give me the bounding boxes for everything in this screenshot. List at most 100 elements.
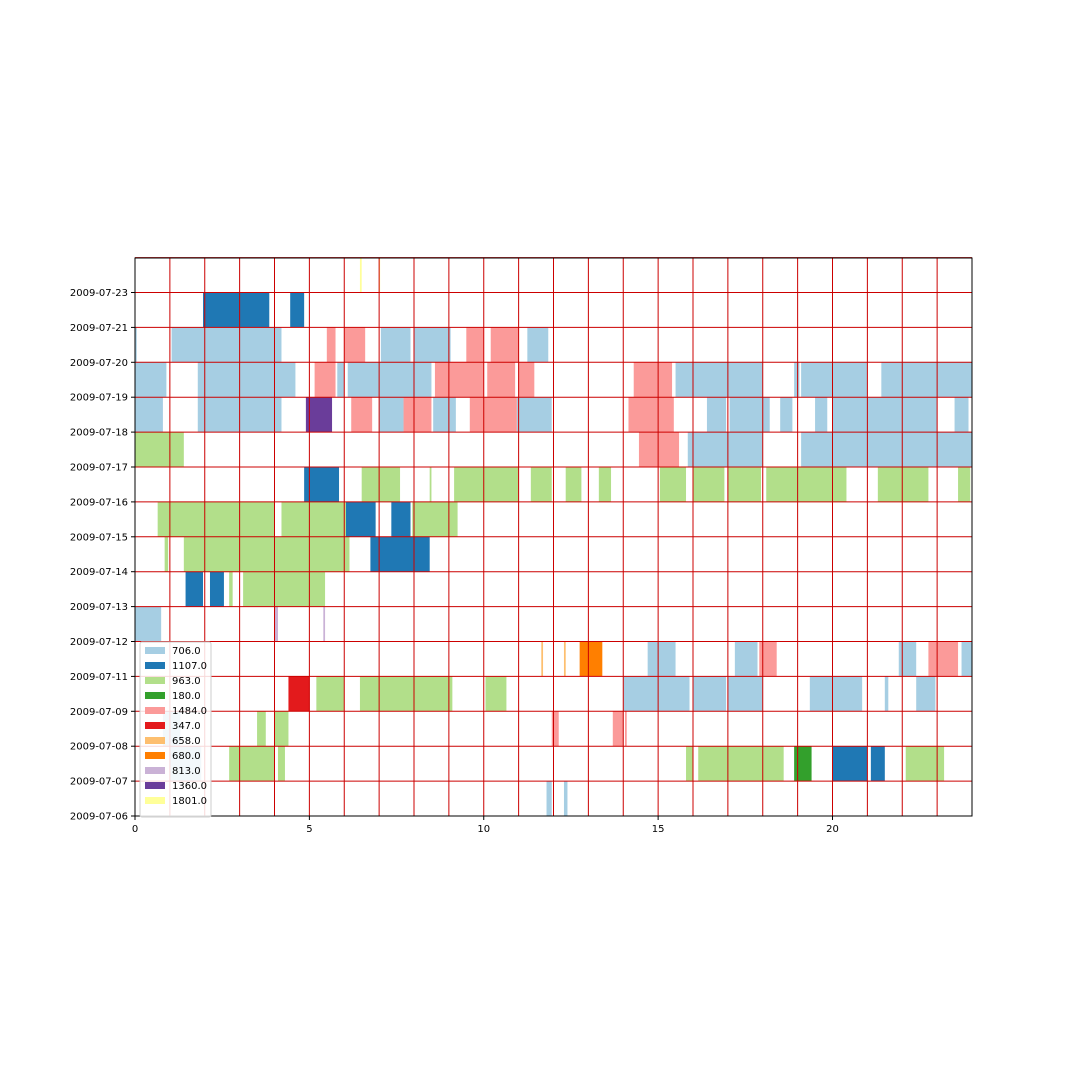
y-tick-label: 2009-07-08 [70, 742, 128, 753]
bar-segment-107 [290, 293, 304, 328]
bar-segment-15 [613, 711, 623, 746]
bar-segment-4 [278, 746, 285, 781]
bar-segment-46 [158, 502, 275, 537]
bar-segment-50 [412, 502, 457, 537]
bar-segment-49 [391, 502, 410, 537]
bar-segment-79 [730, 397, 770, 432]
x-tick-label: 5 [306, 824, 312, 835]
y-tick-label: 2009-07-17 [70, 463, 128, 474]
bar-segment-103 [466, 327, 483, 362]
bar-segment-19 [360, 676, 452, 711]
legend-swatch [145, 752, 165, 759]
legend-swatch [145, 677, 165, 684]
legend-swatch [145, 662, 165, 669]
bar-segment-40 [210, 572, 224, 607]
legend[interactable]: 706.0 1107.0 963.0 180.0 1484.0 347.0 658.0 680… [140, 642, 211, 817]
bar-segment-63 [958, 467, 970, 502]
bar-segment-76 [517, 397, 552, 432]
legend-swatch [145, 767, 165, 774]
bar-segment-91 [519, 362, 535, 397]
bar-segment-24 [810, 676, 862, 711]
bar-segment-36 [135, 607, 161, 642]
bar-segment-68 [135, 397, 163, 432]
bar-segment-48 [346, 502, 376, 537]
bar-segment-81 [815, 397, 827, 432]
bar-segment-5 [686, 746, 693, 781]
y-tick-label: 2009-07-16 [70, 497, 128, 508]
bar-segment-99 [327, 327, 336, 362]
bar-segment-31 [735, 642, 758, 677]
bar-segment-108 [360, 258, 362, 293]
bar-segment-30 [648, 642, 676, 677]
legend-swatch [145, 797, 165, 804]
bar-segment-1 [564, 781, 567, 816]
bar-segment-72 [379, 397, 403, 432]
bar-segment-6 [698, 746, 783, 781]
y-tick-label: 2009-07-14 [70, 567, 128, 578]
x-tick-label: 0 [132, 824, 138, 835]
bar-segment-62 [878, 467, 929, 502]
y-tick-label: 2009-07-19 [70, 393, 128, 404]
y-tick-label: 2009-07-11 [70, 672, 128, 683]
legend-label: 180.0 [172, 691, 201, 702]
bar-segment-61 [766, 467, 846, 502]
bar-segment-13 [275, 711, 289, 746]
bar-segment-35 [962, 642, 972, 677]
bar-segment-43 [165, 537, 168, 572]
bar-segment-12 [257, 711, 266, 746]
bar-segment-18 [316, 676, 344, 711]
bar-segment-27 [541, 642, 543, 677]
bar-segment-96 [881, 362, 972, 397]
bar-segment-105 [527, 327, 548, 362]
bar-segment-57 [599, 467, 611, 502]
bar-segment-71 [351, 397, 372, 432]
bar-segment-16 [625, 711, 627, 746]
bar-segment-9 [871, 746, 885, 781]
x-tick-label: 10 [477, 824, 490, 835]
x-tick-label: 20 [826, 824, 839, 835]
bar-segment-10 [906, 746, 944, 781]
legend-label: 813.0 [172, 766, 201, 777]
bar-segment-98 [172, 327, 282, 362]
legend-label: 1484.0 [172, 706, 207, 717]
bar-segment-59 [693, 467, 724, 502]
bar-segment-21 [623, 676, 689, 711]
bar-segment-3 [229, 746, 274, 781]
x-axis: 0 5 10 15 20 [132, 816, 839, 835]
bar-segment-8 [833, 746, 868, 781]
legend-swatch [145, 647, 165, 654]
bar-segment-14 [552, 711, 559, 746]
bar-segment-102 [414, 327, 451, 362]
bar-segment-73 [404, 397, 432, 432]
y-tick-label: 2009-07-23 [70, 288, 128, 299]
bar-segment-64 [135, 432, 184, 467]
legend-swatch [145, 707, 165, 714]
bar-segment-86 [315, 362, 336, 397]
bar-segment-94 [794, 362, 799, 397]
bar-segment-29 [580, 642, 603, 677]
bar-segment-87 [337, 362, 344, 397]
y-tick-label: 2009-07-13 [70, 602, 128, 613]
bar-segment-88 [348, 362, 432, 397]
bar-segment-56 [566, 467, 582, 502]
bar-segment-55 [531, 467, 552, 502]
bar-segment-54 [454, 467, 519, 502]
bar-segment-44 [184, 537, 350, 572]
bar-segment-80 [780, 397, 792, 432]
bar-segment-100 [344, 327, 365, 362]
legend-swatch [145, 692, 165, 699]
bar-segment-47 [281, 502, 346, 537]
y-axis: 2009-07-062009-07-072009-07-082009-07-09… [70, 288, 135, 823]
bar-segment-67 [801, 432, 972, 467]
legend-label: 706.0 [172, 646, 201, 657]
legend-label: 963.0 [172, 676, 201, 687]
bar-segment-7 [794, 746, 811, 781]
legend-swatch [145, 737, 165, 744]
bar-segment-74 [433, 397, 456, 432]
legend-swatch [145, 722, 165, 729]
bar-segment-26 [916, 676, 935, 711]
bar-segment-34 [928, 642, 958, 677]
bar-segment-52 [362, 467, 400, 502]
